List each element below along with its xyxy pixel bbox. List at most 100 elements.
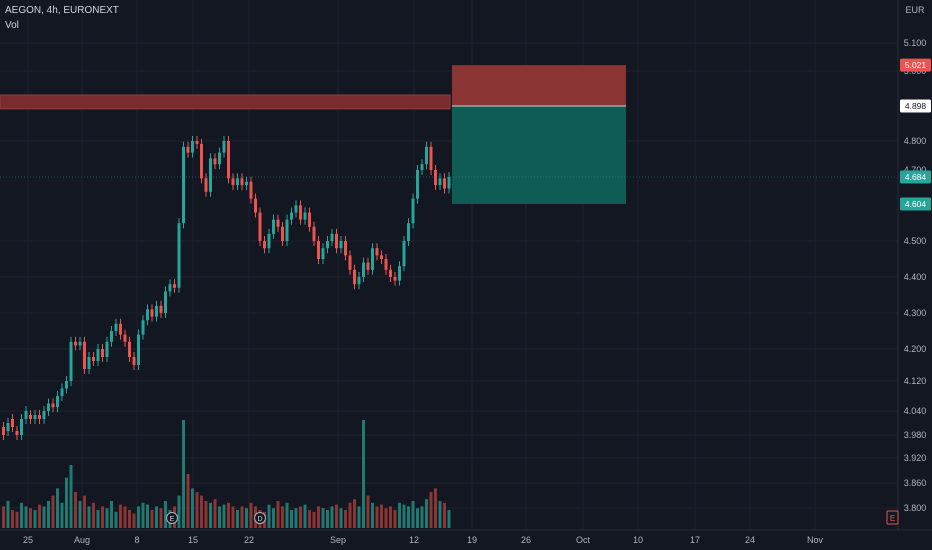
candle[interactable] [218,152,221,165]
candle[interactable] [69,341,73,381]
candle[interactable] [308,212,311,227]
candle[interactable] [294,205,298,213]
candle[interactable] [411,198,415,224]
candle[interactable] [362,262,365,277]
candle[interactable] [168,284,172,292]
symbol-title[interactable]: AEGON, 4h, EURONEXT [5,5,119,16]
candle[interactable] [443,178,446,189]
candle[interactable] [114,323,118,331]
candle[interactable] [195,141,199,144]
candle[interactable] [159,305,163,313]
candle[interactable] [51,403,55,408]
price-axis-label[interactable]: 4.040 [904,406,927,416]
candle[interactable] [407,223,410,241]
candle[interactable] [20,419,23,435]
price-axis-label[interactable]: 3.800 [904,503,927,513]
axis-corner-button[interactable]: E [886,510,899,525]
price-axis-label[interactable]: 3.920 [904,453,927,463]
candle[interactable] [416,170,419,199]
candle[interactable] [150,309,154,317]
time-axis-label[interactable]: Oct [576,535,591,545]
candle[interactable] [272,219,275,234]
candle[interactable] [375,248,379,256]
candle[interactable] [353,269,356,285]
candle[interactable] [177,223,181,288]
candle[interactable] [96,349,100,361]
candle[interactable] [420,164,424,170]
candle[interactable] [87,357,91,369]
candle[interactable] [33,415,37,419]
price-axis-label[interactable]: 3.980 [904,430,927,440]
time-axis-label[interactable]: 15 [188,535,198,545]
candle[interactable] [249,181,253,199]
candle[interactable] [236,178,239,186]
candle[interactable] [182,146,185,224]
event-marker[interactable]: D [254,512,266,524]
candle[interactable] [303,212,307,220]
price-axis-label[interactable]: 4.400 [904,272,927,282]
candle[interactable] [155,305,158,317]
candle[interactable] [78,341,82,346]
candle[interactable] [357,277,361,285]
candle[interactable] [429,146,433,170]
candle[interactable] [191,141,194,153]
time-axis-label[interactable]: 10 [633,535,643,545]
candle[interactable] [447,177,451,189]
candle[interactable] [371,248,374,270]
candle[interactable] [83,341,86,369]
time-axis-label[interactable]: 12 [409,535,419,545]
price-axis-label[interactable]: 5.100 [904,38,927,48]
candle[interactable] [380,255,383,259]
candle[interactable] [119,323,122,335]
candle[interactable] [434,170,437,186]
candle[interactable] [24,411,28,419]
candle[interactable] [425,146,428,165]
candle[interactable] [330,233,334,241]
stop-loss-zone[interactable] [452,65,626,106]
price-axis-label[interactable]: 4.500 [904,236,927,246]
candle[interactable] [312,226,316,241]
candle[interactable] [200,143,203,179]
candle[interactable] [186,146,190,153]
candle[interactable] [366,262,370,270]
time-axis-label[interactable]: Nov [807,535,824,545]
candle[interactable] [245,181,248,186]
candle[interactable] [281,226,284,241]
candle[interactable] [110,331,113,342]
candle[interactable] [173,284,176,288]
candle[interactable] [227,141,230,179]
candle[interactable] [56,396,59,408]
candle[interactable] [65,381,68,389]
candle[interactable] [204,178,208,192]
price-axis-label[interactable]: 4.300 [904,308,927,318]
candle[interactable] [42,411,46,419]
price-axis-label[interactable]: 3.860 [904,478,927,488]
candle[interactable] [47,403,50,412]
candle[interactable] [339,241,343,249]
volume-indicator-label[interactable]: Vol [5,20,19,31]
time-axis-label[interactable]: 25 [23,535,33,545]
candle[interactable] [290,212,293,220]
candle[interactable] [335,233,338,249]
candle[interactable] [11,419,14,427]
candle[interactable] [123,334,127,342]
candle[interactable] [240,178,244,186]
time-axis-label[interactable]: 24 [745,535,755,545]
candle[interactable] [326,241,329,249]
candle[interactable] [276,219,280,227]
candle[interactable] [402,241,406,267]
candle[interactable] [6,423,10,431]
candle[interactable] [384,259,388,270]
event-marker[interactable]: E [166,512,178,524]
candle[interactable] [164,291,167,313]
candle[interactable] [254,198,257,213]
candle[interactable] [101,349,104,357]
candle[interactable] [285,219,289,241]
candle[interactable] [267,233,271,249]
candle[interactable] [389,269,392,277]
candle[interactable] [209,158,212,192]
candle[interactable] [398,266,401,281]
candle[interactable] [2,427,5,435]
